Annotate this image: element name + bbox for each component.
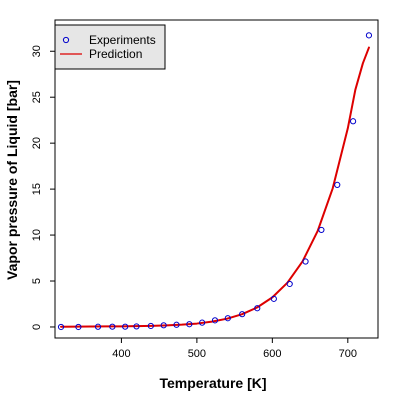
experiment-point xyxy=(57,323,65,331)
y-tick-label: 5 xyxy=(31,278,43,284)
prediction-line xyxy=(60,46,370,328)
experiment-point xyxy=(109,323,116,330)
experiments-series xyxy=(57,32,373,331)
y-tick-label: 25 xyxy=(31,91,43,103)
experiment-point xyxy=(211,317,219,324)
y-tick-label: 30 xyxy=(31,45,43,57)
x-tick-label: 700 xyxy=(339,348,357,360)
y-tick-label: 20 xyxy=(31,137,43,149)
experiment-point xyxy=(270,295,277,302)
legend-label-prediction: Prediction xyxy=(89,47,142,61)
legend-marker-experiments xyxy=(62,36,70,44)
experiment-point xyxy=(199,319,206,326)
x-tick-label: 500 xyxy=(188,348,206,360)
experiment-point xyxy=(365,32,373,39)
experiment-point xyxy=(239,311,246,318)
x-tick-label: 600 xyxy=(263,348,281,360)
y-tick-label: 0 xyxy=(31,324,43,330)
experiment-point xyxy=(122,323,129,330)
experiment-point xyxy=(147,322,154,330)
y-tick-label: 15 xyxy=(31,183,43,195)
experiment-point xyxy=(318,226,325,234)
y-axis-title: Vapor pressure of Liquid [bar] xyxy=(4,80,20,280)
experiment-point xyxy=(133,323,140,330)
experiment-point xyxy=(160,322,167,329)
experiment-point xyxy=(302,258,309,265)
legend: Experiments Prediction xyxy=(54,24,166,70)
experiment-point xyxy=(334,181,341,188)
x-tick-label: 400 xyxy=(112,348,130,360)
experiment-point xyxy=(75,323,82,331)
experiment-point xyxy=(254,305,261,312)
axis-ticks: 400 500 600 700 0 5 10 15 20 25 30 xyxy=(31,45,357,360)
legend-label-experiments: Experiments xyxy=(89,33,156,47)
experiment-point xyxy=(286,280,293,288)
x-axis-title: Temperature [K] xyxy=(159,375,266,391)
y-tick-label: 10 xyxy=(31,229,43,241)
experiment-point xyxy=(173,321,180,328)
experiment-point xyxy=(349,118,357,125)
legend-box xyxy=(54,24,166,70)
experiment-point xyxy=(186,321,193,328)
plot-frame xyxy=(54,19,379,339)
experiment-point xyxy=(224,315,231,322)
experiment-point xyxy=(94,323,102,330)
prediction-series xyxy=(60,46,370,328)
